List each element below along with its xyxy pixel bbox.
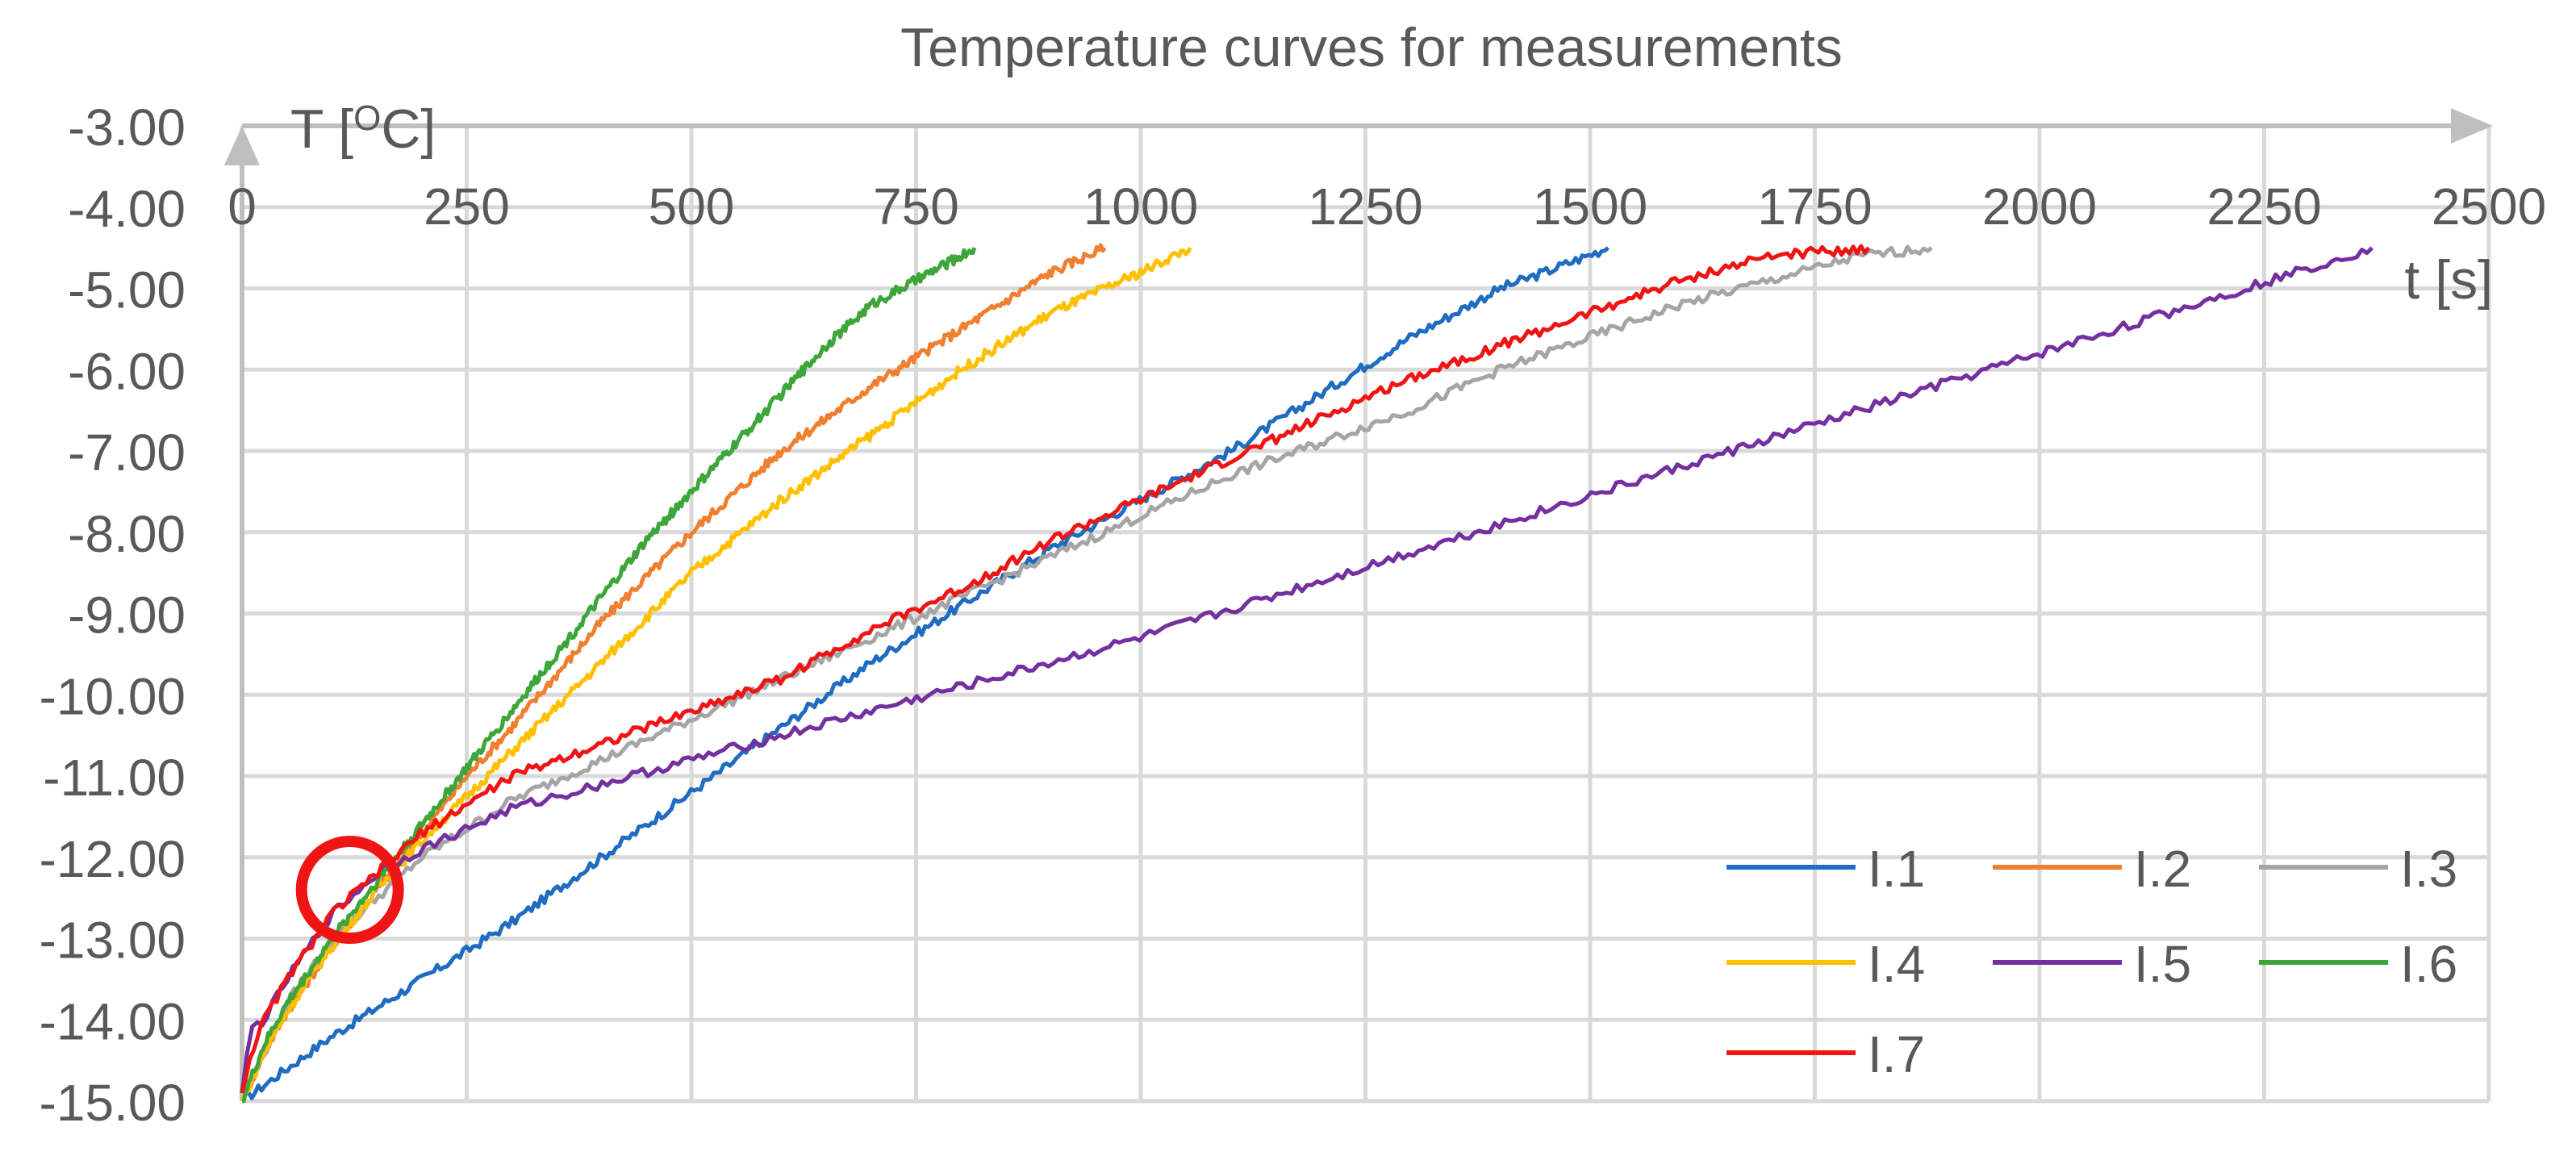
chart-title: Temperature curves for measurements bbox=[900, 17, 1843, 78]
y-tick-label: -12.00 bbox=[40, 830, 186, 888]
y-axis-label-main: T [ bbox=[290, 98, 353, 160]
grid bbox=[240, 123, 2491, 1104]
legend: I.1 I.2 I.3 I.4 I.5 I.6 I.7 bbox=[1726, 840, 2457, 1083]
y-axis-arrow-icon bbox=[224, 126, 260, 165]
y-tick-label: -14.00 bbox=[40, 992, 186, 1050]
x-tick-label: 1250 bbox=[1308, 177, 1422, 236]
y-tick-label: -4.00 bbox=[68, 180, 186, 238]
highlight-circle bbox=[295, 836, 404, 945]
y-tick-label: -13.00 bbox=[40, 912, 186, 970]
x-tick-label: 250 bbox=[424, 177, 510, 236]
x-tick-label: 1000 bbox=[1083, 177, 1198, 236]
y-axis-label-superscript: O bbox=[353, 98, 381, 138]
series-group bbox=[240, 243, 2374, 1104]
x-tick-label: 1750 bbox=[1757, 177, 1872, 236]
y-tick-label: -10.00 bbox=[40, 667, 186, 725]
axes bbox=[224, 108, 2493, 1101]
y-tick-label: -8.00 bbox=[68, 505, 186, 563]
legend-label: I.2 bbox=[2134, 840, 2191, 898]
y-tick-label: -3.00 bbox=[68, 98, 186, 156]
series-line-i-3 bbox=[240, 244, 1933, 1103]
y-axis-label: T [OC] bbox=[290, 98, 436, 160]
x-tick-label: 2000 bbox=[1982, 177, 2097, 236]
series-line-i-6 bbox=[241, 247, 977, 1104]
y-tick-label: -5.00 bbox=[68, 261, 186, 319]
x-axis-label: t [s] bbox=[2404, 249, 2493, 311]
series-line-i-7 bbox=[240, 244, 1871, 1094]
legend-label: I.4 bbox=[1868, 935, 1925, 993]
y-tick-label: -6.00 bbox=[68, 342, 186, 400]
y-tick-label: -9.00 bbox=[68, 586, 186, 645]
y-tick-label: -15.00 bbox=[40, 1074, 186, 1132]
legend-label: I.5 bbox=[2134, 935, 2191, 993]
x-tick-label: 2250 bbox=[2207, 177, 2321, 236]
annotations-group bbox=[295, 836, 404, 945]
x-tick-label: 0 bbox=[228, 177, 257, 236]
y-axis-label-unit: C] bbox=[381, 98, 436, 160]
series-line-i-1 bbox=[240, 246, 1609, 1103]
x-tick-label: 2500 bbox=[2432, 177, 2546, 236]
legend-label: I.6 bbox=[2400, 935, 2457, 993]
legend-label: I.1 bbox=[1868, 840, 1925, 898]
tick-labels: -3.00 -4.00 -5.00 -6.00 -7.00 -8.00 -9.00 -10.0… bbox=[40, 98, 2547, 1132]
y-tick-label: -7.00 bbox=[68, 424, 186, 482]
x-tick-label: 500 bbox=[649, 177, 735, 236]
series-line-i-5 bbox=[240, 246, 2374, 1094]
series-line-i-2 bbox=[241, 243, 1107, 1104]
x-axis-arrow-icon bbox=[2451, 108, 2493, 144]
legend-label: I.3 bbox=[2400, 840, 2457, 898]
y-tick-label: -11.00 bbox=[43, 749, 186, 807]
x-tick-label: 1500 bbox=[1533, 177, 1647, 236]
x-tick-label: 750 bbox=[873, 177, 959, 236]
legend-label: I.7 bbox=[1868, 1025, 1925, 1083]
